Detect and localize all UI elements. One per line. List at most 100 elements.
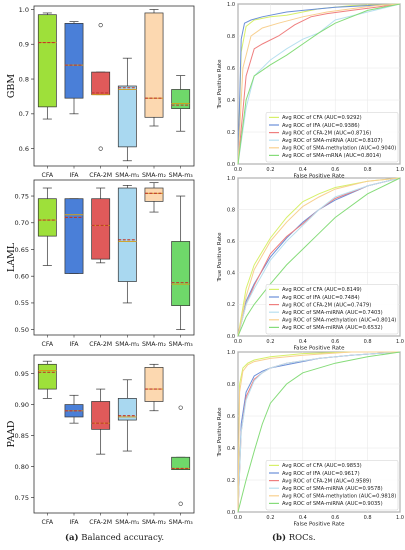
caption-a: (a) Balanced accuracy. <box>65 533 164 543</box>
roc-curve <box>237 351 400 513</box>
y-tick-label: 0.6 <box>19 145 29 153</box>
box-body <box>117 398 137 421</box>
y-axis-label: LAML <box>6 242 17 272</box>
y-tick-label: 0.4 <box>227 98 235 104</box>
y-tick-label: 1.0 <box>227 2 235 8</box>
x-tick-label: CFA-2M <box>89 341 112 348</box>
y-tick-label: 0.7 <box>19 110 29 118</box>
roc-curve <box>237 3 401 165</box>
y-tick-label: 0.75 <box>15 192 29 200</box>
legend: Avg ROC of CFA (AUC=0.9292) Avg ROC of IF… <box>265 112 399 163</box>
y-tick-label: 0.0 <box>227 334 235 340</box>
x-tick-label: 0.4 <box>299 339 307 345</box>
x-tick-label: 0.2 <box>266 167 274 173</box>
x-axis-label: False Positive Rate <box>293 346 345 352</box>
y-tick-label: 0.8 <box>227 207 235 213</box>
caption-a-tag: (a) <box>65 533 79 543</box>
outlier-point <box>178 501 183 506</box>
roc-chart-2: 0.0 0.2 0.4 0.6 0.8 1.0 0.0 0.2 0.4 0.6 0.8 1.0 Fals… <box>217 176 404 352</box>
x-tick-label: 0.2 <box>266 339 274 345</box>
y-tick-label: 0.4 <box>227 446 235 452</box>
x-tick-label: 0.0 <box>234 167 242 173</box>
y-tick-label: 1.0 <box>227 350 235 356</box>
box-body <box>37 363 57 390</box>
roc-curve <box>237 351 401 513</box>
y-tick-label: 0.6 <box>227 66 235 72</box>
y-tick-label: 0.8 <box>227 382 235 388</box>
box-body <box>117 85 137 148</box>
plot-area <box>33 354 195 514</box>
y-tick-label: 0.2 <box>227 130 235 136</box>
x-tick-label: 0.6 <box>331 515 339 521</box>
box-5 <box>144 9 164 127</box>
legend-label: Avg ROC of IFA (AUC=0.9386) <box>282 123 360 129</box>
x-tick-label: SMA-m₂ <box>142 341 167 348</box>
x-tick-label: 0.6 <box>331 339 339 345</box>
legend-label: Avg ROC of CFA (AUC=0.9853) <box>282 463 362 469</box>
box-body <box>171 241 191 306</box>
box-body <box>64 23 84 99</box>
legend-label: Avg ROC of SMA-methylation (AUC=0.8014) <box>282 318 396 324</box>
legend-box <box>265 112 399 163</box>
box-4 <box>117 184 137 304</box>
legend-label: Avg ROC of CFA-2M (AUC=0.8716) <box>282 130 371 136</box>
x-tick-label: 0.0 <box>234 515 242 521</box>
legend-box <box>265 284 399 335</box>
x-tick-label: CFA <box>42 341 54 348</box>
legend-label: Avg ROC of SMA-methylation (AUC=0.9818) <box>282 494 396 500</box>
x-tick-label: CFA <box>42 172 54 179</box>
x-tick-label: CFA-2M <box>89 172 112 179</box>
x-tick-label: 0.4 <box>299 167 307 173</box>
box-body <box>117 187 137 282</box>
x-tick-label: 0.2 <box>266 515 274 521</box>
box-6 <box>171 195 191 331</box>
legend-label: Avg ROC of IFA (AUC=0.7484) <box>282 295 360 301</box>
y-tick-label: 0.85 <box>15 432 29 440</box>
x-tick-label: SMA-m₂ <box>142 519 167 526</box>
legend-label: Avg ROC of SMA-miRNA (AUC=0.9035) <box>282 501 383 507</box>
x-tick-label: 0.8 <box>364 339 372 345</box>
box-body <box>144 187 164 202</box>
x-axis-label: False Positive Rate <box>293 522 345 528</box>
roc-curve <box>237 3 401 165</box>
roc-curve-panels: 0.0 0.2 0.4 0.6 0.8 1.0 0.0 0.2 0.4 0.6 0.8 1.0 Fals… <box>217 2 404 528</box>
box-6 <box>171 75 191 132</box>
y-tick-label: 0.8 <box>227 34 235 40</box>
box-2 <box>64 21 84 115</box>
legend-label: Avg ROC of CFA (AUC=0.9292) <box>282 115 362 121</box>
roc-chart-1: 0.0 0.2 0.4 0.6 0.8 1.0 0.0 0.2 0.4 0.6 0.8 1.0 Fals… <box>217 2 404 180</box>
legend-label: Avg ROC of CFA-2M (AUC=0.7479) <box>282 302 371 308</box>
x-tick-label: SMA-m₁ <box>115 172 140 179</box>
box-body <box>64 198 84 274</box>
y-tick-label: 0.0 <box>227 510 235 516</box>
x-tick-label: CFA <box>42 519 54 526</box>
box-4 <box>117 379 137 452</box>
x-tick-label: SMA-m₂ <box>142 172 167 179</box>
legend-label: Avg ROC of SMA-miRNA (AUC=0.8107) <box>282 138 383 144</box>
x-tick-label: 0.8 <box>364 515 372 521</box>
x-tick-label: SMA-m₃ <box>169 519 194 526</box>
y-tick-label: 0.9 <box>19 41 29 49</box>
box-5 <box>144 363 164 412</box>
legend: Avg ROC of CFA (AUC=0.8149) Avg ROC of IF… <box>265 284 399 335</box>
legend-label: Avg ROC of IFA (AUC=0.9617) <box>282 471 360 477</box>
outlier-point <box>178 405 183 410</box>
box-2 <box>64 394 84 424</box>
y-tick-label: 1.0 <box>19 6 29 14</box>
x-tick-label: SMA-m₃ <box>169 341 194 348</box>
y-tick-label: 0.8 <box>19 75 29 83</box>
plot-area <box>33 179 195 336</box>
y-tick-label: 0.55 <box>15 299 29 307</box>
roc-curve <box>237 177 401 337</box>
y-tick-label: 0.75 <box>15 494 29 502</box>
x-tick-label: 0.6 <box>331 167 339 173</box>
legend-label: Avg ROC of CFA (AUC=0.8149) <box>282 287 362 293</box>
y-axis-label: GBM <box>6 74 17 99</box>
box-4 <box>117 57 137 162</box>
y-tick-label: 0.2 <box>227 478 235 484</box>
box-body <box>37 14 57 108</box>
legend-label: Avg ROC of SMA-miRNA (AUC=0.9578) <box>282 486 383 492</box>
legend-box <box>265 460 399 511</box>
box-body <box>144 12 164 118</box>
